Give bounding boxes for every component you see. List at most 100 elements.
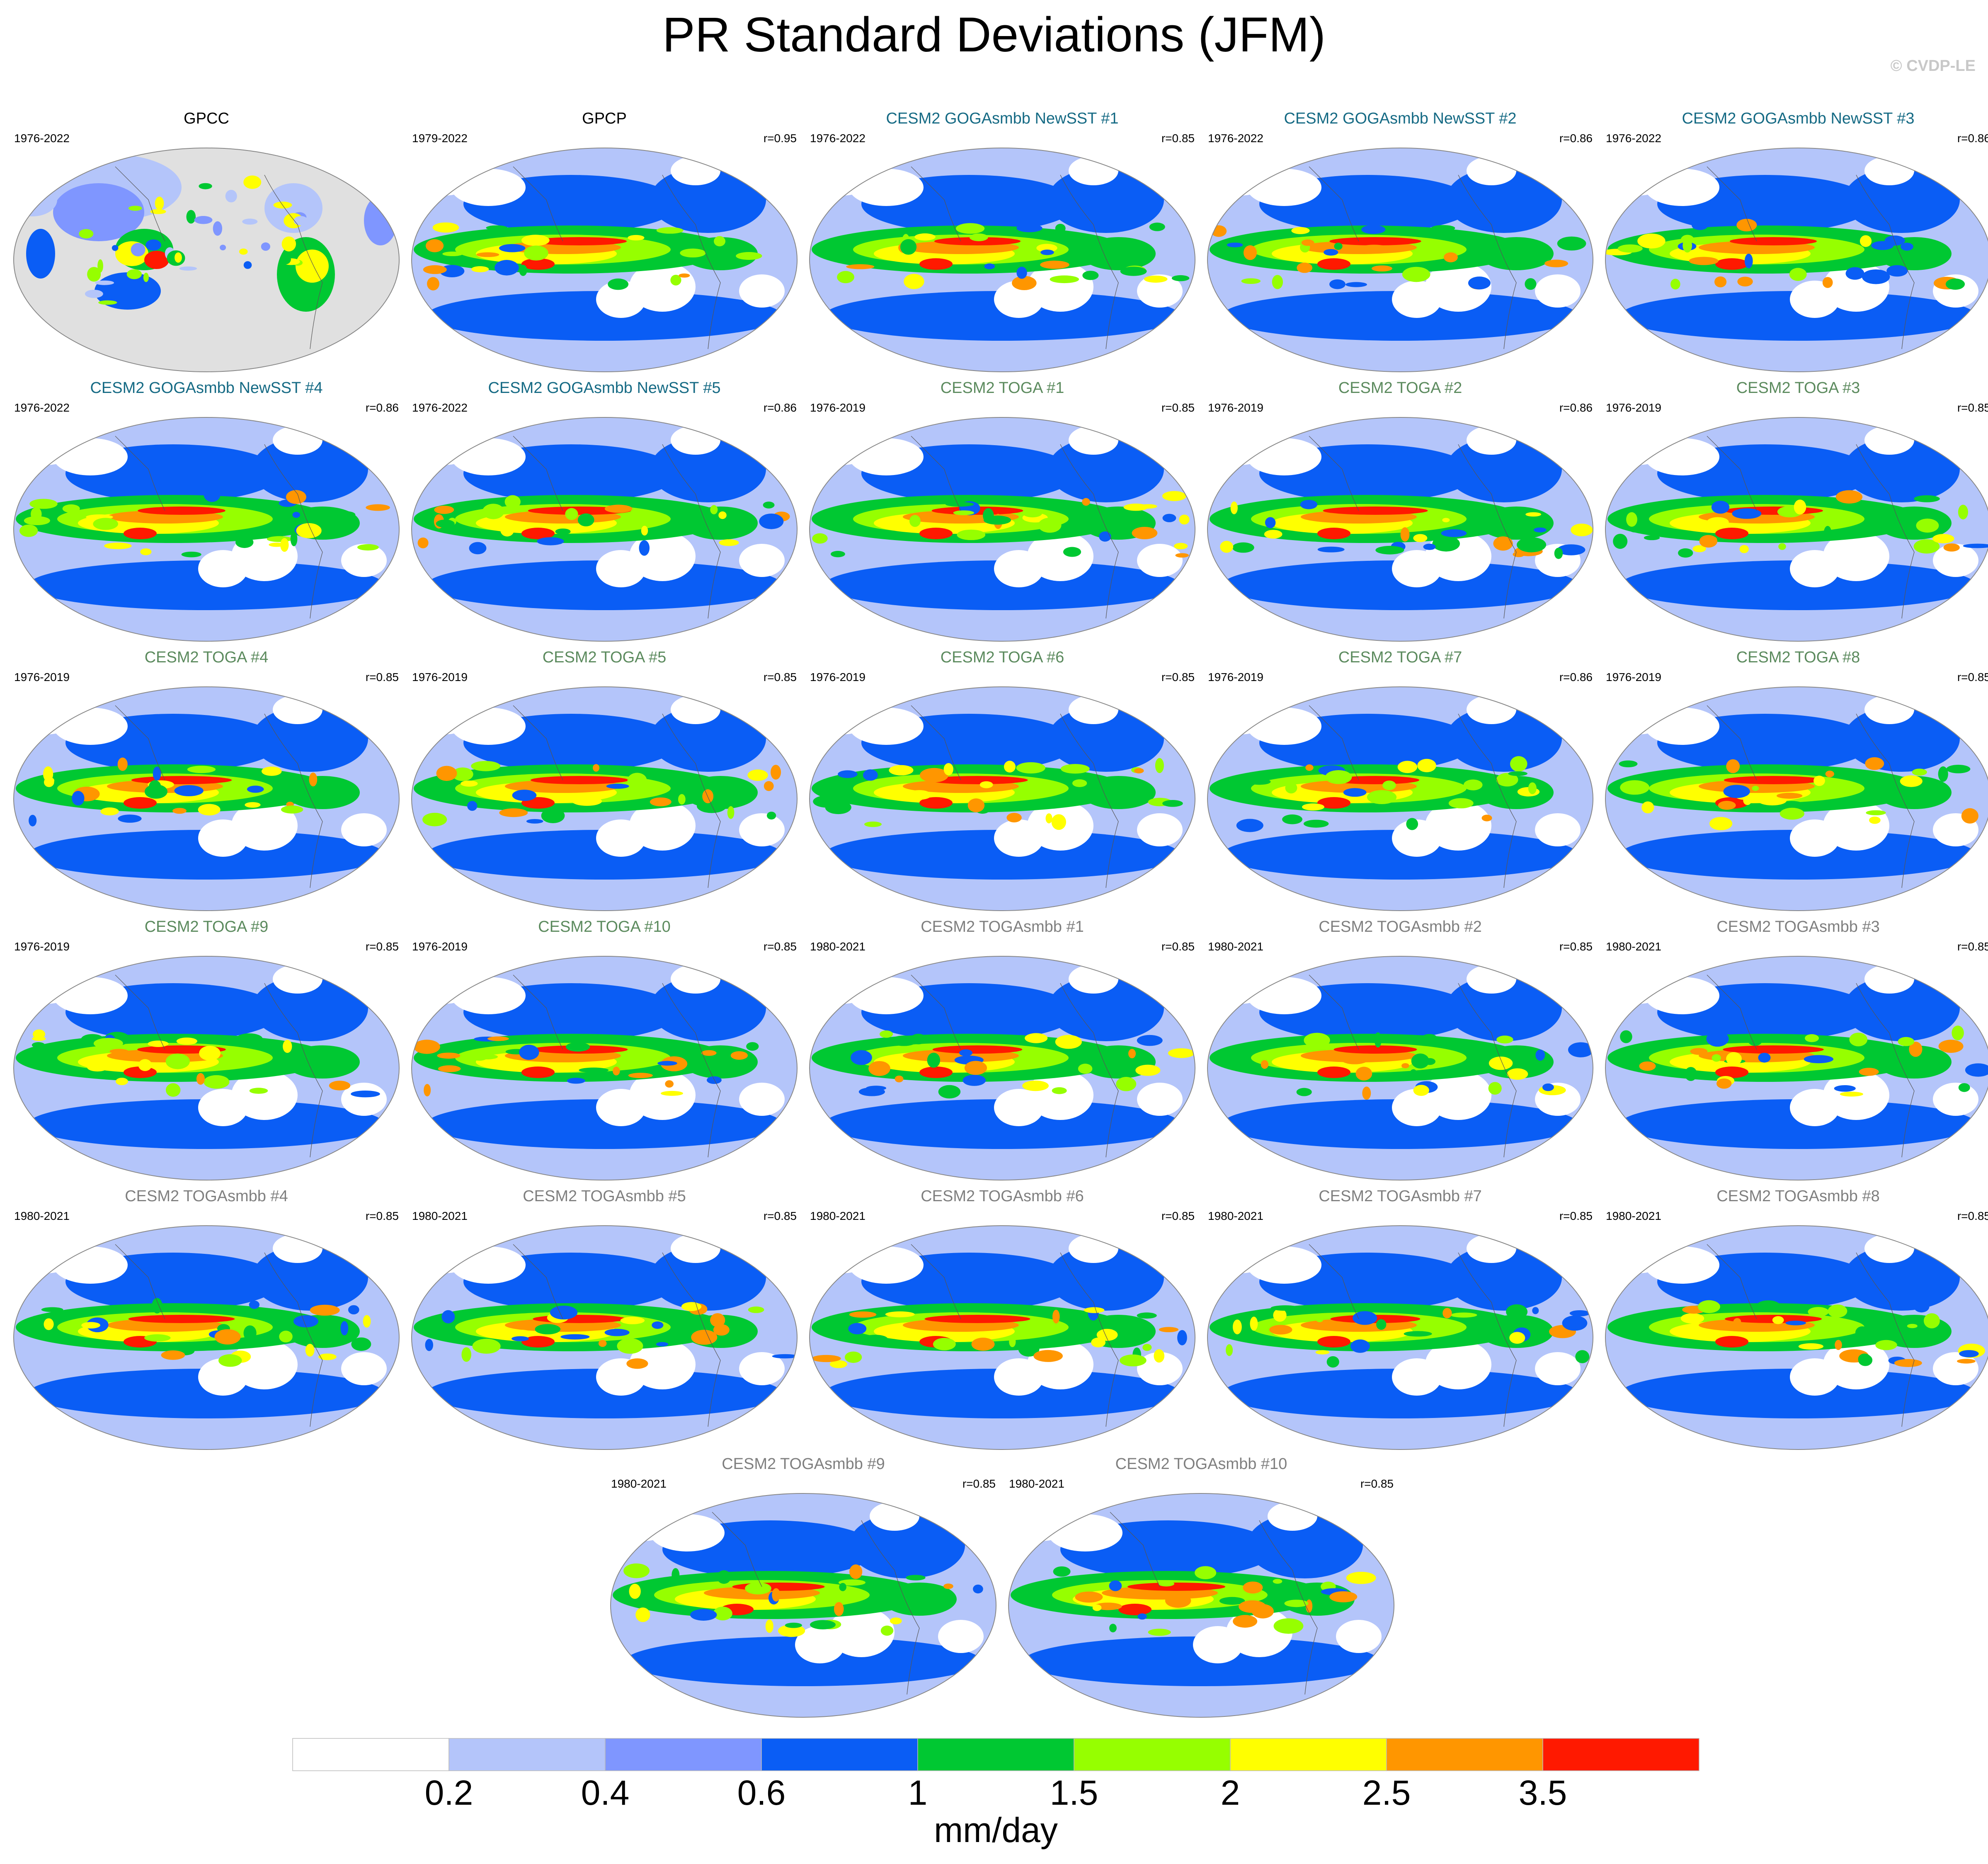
panel-title: CESM2 GOGAsmbb NewSST #2 bbox=[1284, 110, 1517, 127]
map-panel: CESM2 GOGAsmbb NewSST #5 1976-2022 r=0.86 bbox=[405, 379, 803, 655]
map-plot bbox=[1605, 148, 1988, 372]
panel-title: CESM2 TOGAsmbb #9 bbox=[722, 1455, 885, 1473]
colorbar-tick-label: 2.5 bbox=[1363, 1773, 1411, 1812]
colorbar-swatch bbox=[605, 1738, 762, 1771]
panel-period: 1976-2019 bbox=[1208, 401, 1263, 414]
map-panel: CESM2 TOGAsmbb #8 1980-2021 r=0.85 bbox=[1599, 1188, 1988, 1463]
panel-title: GPCP bbox=[582, 110, 627, 127]
panel-title: CESM2 TOGAsmbb #4 bbox=[125, 1188, 288, 1205]
panel-correlation: r=0.85 bbox=[1360, 1477, 1394, 1490]
land-mask bbox=[14, 148, 399, 372]
panel-correlation: r=0.85 bbox=[365, 671, 399, 684]
map-panel: CESM2 TOGAsmbb #9 1980-2021 r=0.85 bbox=[604, 1455, 1002, 1731]
panel-period: 1979-2022 bbox=[412, 132, 468, 145]
map-panel: CESM2 TOGAsmbb #6 1980-2021 r=0.85 bbox=[803, 1188, 1201, 1463]
map-plot bbox=[1605, 956, 1988, 1180]
panel-title: CESM2 TOGA #9 bbox=[144, 918, 269, 936]
panel-correlation: r=0.85 bbox=[962, 1477, 996, 1490]
map-plot bbox=[1207, 148, 1593, 372]
panel-period: 1976-2022 bbox=[810, 132, 866, 145]
panel-period: 1976-2022 bbox=[14, 401, 70, 414]
map-plot bbox=[1207, 956, 1593, 1180]
panel-title: CESM2 TOGAsmbb #1 bbox=[921, 918, 1084, 936]
panel-title: CESM2 TOGA #10 bbox=[538, 918, 671, 936]
map-panel: CESM2 TOGA #8 1976-2019 r=0.85 bbox=[1599, 649, 1988, 924]
panel-correlation: r=0.85 bbox=[365, 940, 399, 953]
panel-correlation: r=0.85 bbox=[1161, 671, 1195, 684]
panel-period: 1980-2021 bbox=[611, 1477, 667, 1490]
colorbar-swatch bbox=[449, 1738, 606, 1771]
panel-period: 1976-2019 bbox=[14, 671, 70, 684]
map-plot bbox=[1207, 417, 1593, 642]
panel-correlation: r=0.95 bbox=[763, 132, 797, 145]
map-plot bbox=[809, 148, 1195, 372]
map-panel: CESM2 GOGAsmbb NewSST #1 1976-2022 r=0.85 bbox=[803, 110, 1201, 385]
panel-title: CESM2 TOGA #8 bbox=[1736, 649, 1860, 666]
panel-correlation: r=0.85 bbox=[1559, 1210, 1593, 1222]
map-panel: CESM2 TOGA #5 1976-2019 r=0.85 bbox=[405, 649, 803, 924]
map-plot bbox=[809, 686, 1195, 911]
map-panel: CESM2 TOGA #9 1976-2019 r=0.85 bbox=[7, 918, 405, 1194]
panel-title: CESM2 TOGAsmbb #3 bbox=[1716, 918, 1880, 936]
panel-correlation: r=0.85 bbox=[1161, 940, 1195, 953]
credit-label: © CVDP-LE bbox=[1890, 57, 1976, 75]
map-plot bbox=[411, 417, 798, 642]
panel-correlation: r=0.85 bbox=[1957, 671, 1988, 684]
map-plot bbox=[809, 956, 1195, 1180]
panel-grid: GPCC 1976-2022 GPCP 1979-2022 r=0.95 CESM2 GO… bbox=[7, 110, 1988, 1731]
map-plot bbox=[1605, 1225, 1988, 1450]
map-panel: CESM2 GOGAsmbb NewSST #2 1976-2022 r=0.86 bbox=[1201, 110, 1599, 385]
panel-title: CESM2 GOGAsmbb NewSST #1 bbox=[886, 110, 1119, 127]
panel-correlation: r=0.85 bbox=[1957, 401, 1988, 414]
colorbar-swatch bbox=[292, 1738, 449, 1771]
panel-period: 1976-2019 bbox=[1606, 671, 1661, 684]
panel-title: CESM2 TOGAsmbb #7 bbox=[1319, 1188, 1482, 1205]
panel-correlation: r=0.85 bbox=[763, 940, 797, 953]
panel-correlation: r=0.85 bbox=[365, 1210, 399, 1222]
panel-correlation: r=0.86 bbox=[763, 401, 797, 414]
panel-correlation: r=0.86 bbox=[1559, 132, 1593, 145]
panel-correlation: r=0.86 bbox=[365, 401, 399, 414]
panel-period: 1976-2019 bbox=[1208, 671, 1263, 684]
map-plot bbox=[411, 686, 798, 911]
colorbar-unit-label: mm/day bbox=[934, 1811, 1058, 1849]
panel-period: 1976-2022 bbox=[412, 401, 468, 414]
panel-period: 1980-2021 bbox=[1009, 1477, 1064, 1490]
panel-correlation: r=0.86 bbox=[1559, 671, 1593, 684]
panel-correlation: r=0.85 bbox=[763, 1210, 797, 1222]
panel-title: CESM2 TOGAsmbb #6 bbox=[921, 1188, 1084, 1205]
panel-title: CESM2 TOGA #1 bbox=[940, 379, 1064, 397]
panel-period: 1976-2019 bbox=[1606, 401, 1661, 414]
panel-period: 1980-2021 bbox=[1606, 1210, 1661, 1222]
colorbar-tick-label: 1.5 bbox=[1050, 1773, 1098, 1812]
map-plot bbox=[411, 956, 798, 1180]
colorbar-swatch bbox=[917, 1738, 1074, 1771]
map-plot bbox=[411, 1225, 798, 1450]
map-plot bbox=[809, 417, 1195, 642]
panel-correlation: r=0.86 bbox=[1957, 132, 1988, 145]
colorbar-swatch bbox=[761, 1738, 918, 1771]
colorbar-tick-label: 1 bbox=[908, 1773, 928, 1812]
map-plot bbox=[13, 686, 400, 911]
panel-title: CESM2 TOGA #2 bbox=[1338, 379, 1462, 397]
map-panel: CESM2 TOGAsmbb #3 1980-2021 r=0.85 bbox=[1599, 918, 1988, 1194]
panel-period: 1980-2021 bbox=[14, 1210, 70, 1222]
map-plot bbox=[610, 1493, 996, 1718]
panel-title: CESM2 TOGAsmbb #10 bbox=[1115, 1455, 1287, 1473]
panel-period: 1976-2022 bbox=[14, 132, 70, 145]
map-panel: CESM2 TOGA #6 1976-2019 r=0.85 bbox=[803, 649, 1201, 924]
map-panel: GPCC 1976-2022 bbox=[7, 110, 405, 385]
colorbar-tick-label: 0.4 bbox=[581, 1773, 630, 1812]
panel-correlation: r=0.85 bbox=[1161, 401, 1195, 414]
map-plot bbox=[1605, 417, 1988, 642]
panel-period: 1976-2022 bbox=[1606, 132, 1661, 145]
map-panel: CESM2 TOGAsmbb #5 1980-2021 r=0.85 bbox=[405, 1188, 803, 1463]
colorbar-swatch bbox=[1386, 1738, 1543, 1771]
colorbar-tick-label: 0.2 bbox=[425, 1773, 473, 1812]
map-plot bbox=[809, 1225, 1195, 1450]
map-plot bbox=[13, 417, 400, 642]
panel-correlation: r=0.85 bbox=[1957, 940, 1988, 953]
panel-period: 1976-2019 bbox=[810, 401, 866, 414]
panel-title: CESM2 GOGAsmbb NewSST #3 bbox=[1682, 110, 1915, 127]
map-panel: CESM2 TOGA #4 1976-2019 r=0.85 bbox=[7, 649, 405, 924]
